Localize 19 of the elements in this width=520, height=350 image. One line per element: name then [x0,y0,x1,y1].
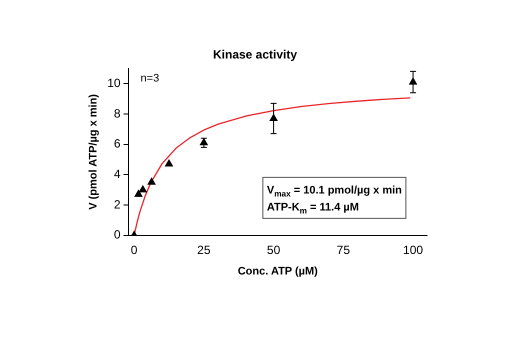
y-tick-label: 4 [114,166,121,181]
x-tick-label: 75 [336,242,350,257]
x-tick-label: 25 [197,242,211,257]
y-tick-label: 8 [114,106,121,120]
x-tick-label: 50 [266,242,281,257]
point [134,190,142,197]
chart-title: Kinase activity [212,48,298,62]
point [138,185,147,192]
point [165,160,173,167]
annotation: n=3 [140,72,160,84]
y-axis-title: V (pmol ATP/µg x min) [88,94,100,210]
x-axis-title: Conc. ATP (µM) [238,265,318,278]
point [148,178,156,185]
y-tick-label: 10 [107,76,121,90]
y-tick-label: 0 [114,228,121,242]
y-tick-label: 2 [114,197,121,212]
x-tick-label: 100 [403,242,424,257]
x-tick-label: 0 [130,242,138,257]
y-tick-label: 6 [114,136,121,151]
